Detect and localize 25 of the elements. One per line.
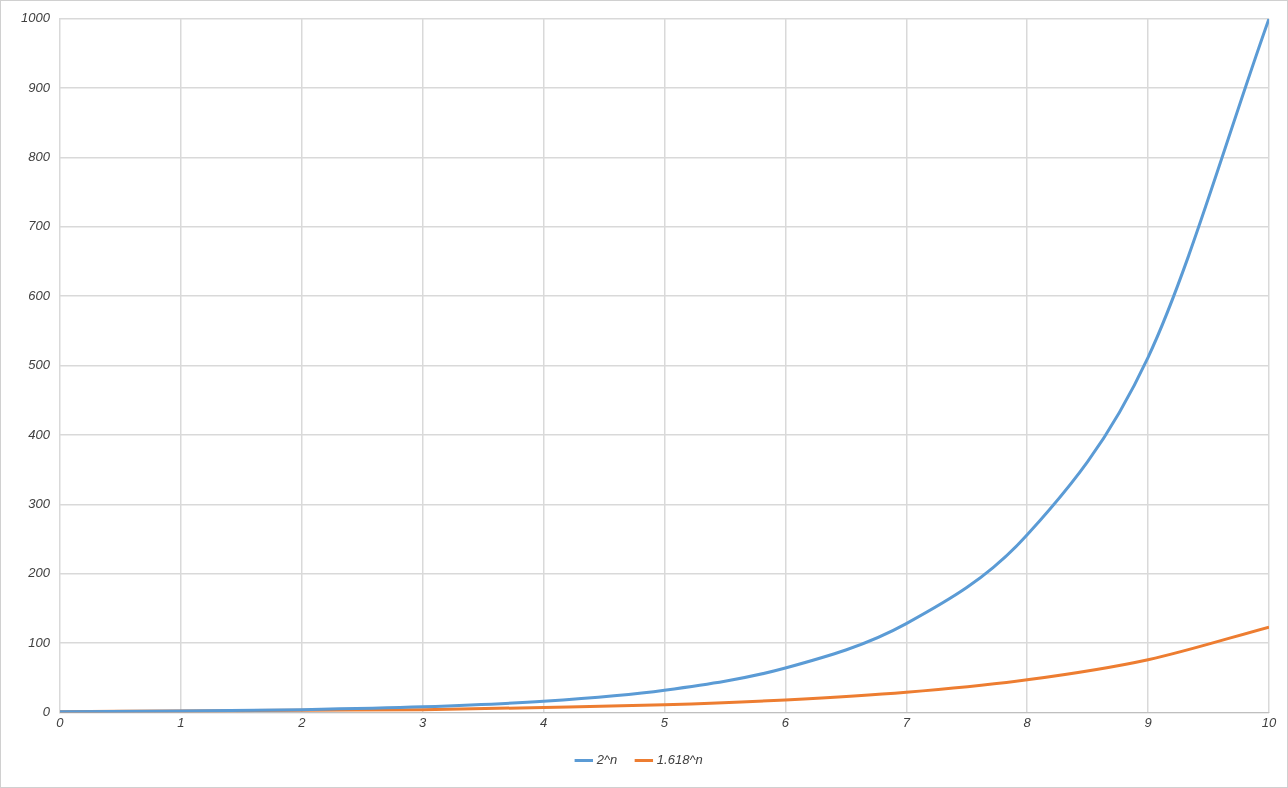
x-tick-label: 5: [660, 714, 669, 730]
legend-label: 1.618^n: [656, 752, 703, 768]
x-tick-label: 6: [781, 714, 790, 730]
x-tick-label: 8: [1023, 714, 1032, 730]
x-tick-label: 3: [419, 714, 428, 730]
y-tick-label: 700: [28, 218, 51, 234]
x-tick-label: 10: [1261, 714, 1277, 730]
legend-label: 2^n: [595, 752, 618, 768]
x-tick-label: 1: [177, 714, 185, 730]
line-series: [59, 18, 1269, 713]
x-tick-label: 9: [1144, 714, 1152, 730]
y-tick-label: 800: [28, 149, 51, 165]
y-tick-label: 300: [28, 495, 51, 511]
x-tick-label: 2: [297, 714, 307, 730]
y-tick-label: 900: [28, 79, 51, 95]
y-tick-label: 500: [28, 357, 51, 373]
y-tick-label: 200: [27, 565, 51, 581]
y-tick-label: 100: [28, 634, 51, 650]
y-tick-label: 400: [28, 426, 51, 442]
y-tick-label: 1000: [21, 10, 51, 26]
x-tick-label: 4: [539, 714, 548, 730]
y-tick-label: 0: [42, 704, 51, 720]
y-tick-label: 600: [28, 287, 51, 303]
x-tick-label: 0: [56, 714, 65, 730]
x-tick-label: 7: [902, 714, 911, 730]
